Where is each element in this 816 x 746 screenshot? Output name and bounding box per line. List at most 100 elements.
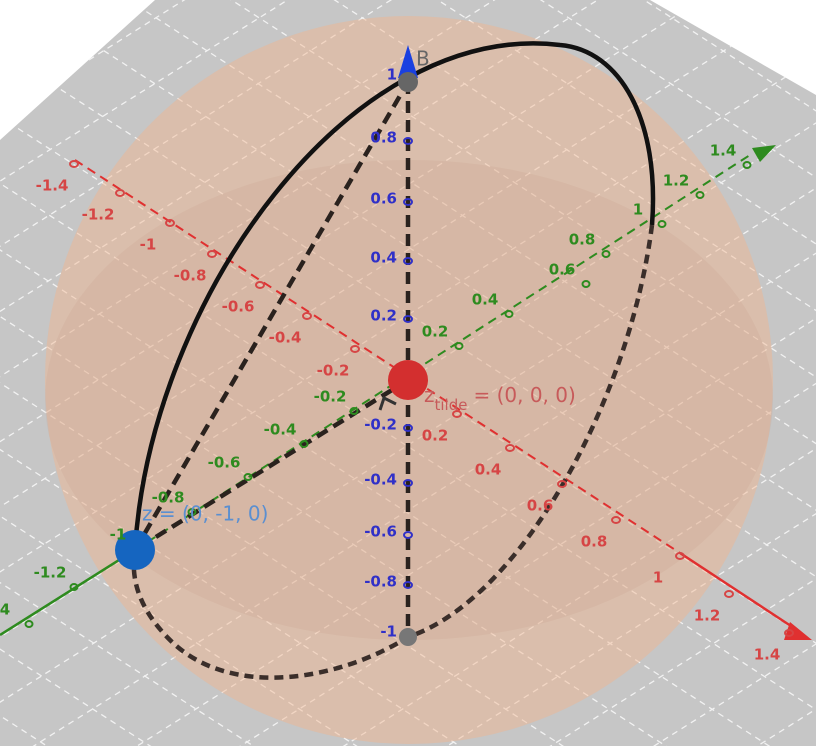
y-tick-label: -0.6	[208, 454, 241, 472]
segment-z-b	[133, 80, 410, 552]
x-tick-label: 0.4	[475, 461, 502, 479]
y-tick-label: 4	[0, 601, 10, 619]
sphere-lower-shade	[45, 160, 773, 640]
z-tick	[403, 257, 413, 265]
x-axis	[679, 551, 801, 634]
z-tick-label: 1	[387, 66, 397, 84]
x-tick-label: -1.2	[82, 206, 115, 224]
x-tick	[505, 444, 515, 452]
x-tick	[165, 219, 175, 227]
y-tick-label: -0.8	[152, 489, 185, 507]
y-tick-label: -1	[110, 526, 127, 544]
x-tick	[255, 281, 265, 289]
x-tick	[115, 189, 125, 197]
great-circle-front	[132, 41, 656, 551]
y-tick-label: 1.2	[663, 172, 690, 190]
z-tick-label: -0.6	[364, 523, 397, 541]
x-tick-label: -1.4	[36, 177, 69, 195]
y-tick	[454, 342, 464, 350]
point-south[interactable]	[399, 628, 417, 646]
axis-labels: -1.4 -1.2 -1 -0.8 -0.6 -0.4 -0.2 0.2 0.4 0.6 0.8 1 1…	[0, 66, 780, 664]
point-z[interactable]	[115, 530, 155, 570]
z-tick	[403, 531, 413, 539]
right-angle-mark	[378, 395, 397, 411]
y-tick	[187, 508, 197, 516]
x-tick-label: -0.8	[174, 267, 207, 285]
point-z-tilde-label: ztilde = (0, 0, 0)	[424, 383, 576, 414]
z-tick	[403, 137, 413, 145]
y-tick-label: 0.4	[472, 291, 499, 309]
z-arrow	[398, 45, 418, 78]
point-z-tilde[interactable]	[388, 360, 428, 400]
x-tick	[302, 312, 312, 320]
y-tick	[657, 220, 667, 228]
x-tick-label: 1	[653, 569, 663, 587]
z-tick	[403, 581, 413, 589]
x-tick	[207, 250, 217, 258]
x-tick	[724, 590, 734, 598]
x-tick-label: -0.6	[222, 298, 255, 316]
y-tick-label: 0.8	[569, 231, 596, 249]
great-circle-back	[131, 224, 655, 680]
x-tick	[675, 552, 685, 560]
x-tick	[611, 516, 621, 524]
x-tick-label: 0.6	[527, 497, 554, 515]
y-arrow	[752, 145, 776, 162]
z-tick-label: 0.8	[370, 129, 397, 147]
y-tick	[504, 310, 514, 318]
y-tick	[742, 161, 752, 169]
x-tick-label: -1	[140, 236, 157, 254]
y-tick-label: 1	[633, 201, 643, 219]
label-value: = (0, 0, 0)	[473, 383, 575, 407]
x-axis-hidden	[74, 159, 681, 554]
z-tick-label: 0.2	[370, 307, 397, 325]
z-tick	[403, 424, 413, 432]
x-tick	[350, 345, 360, 353]
y-tick	[349, 407, 359, 415]
x-tick	[69, 160, 79, 168]
point-z-label: z = (0, -1, 0)	[142, 502, 268, 526]
point-b-label: B	[416, 47, 430, 71]
x-tick	[784, 629, 794, 637]
z-tick-label: -0.4	[364, 471, 397, 489]
label-name: z	[424, 383, 435, 407]
x-tick-label: 1.4	[754, 646, 781, 664]
segment-origin-z	[133, 378, 410, 552]
x-tick	[452, 410, 462, 418]
axis-ticks	[24, 137, 794, 639]
x-tick	[557, 480, 567, 488]
z-tick-label: -0.8	[364, 573, 397, 591]
z-tick	[403, 315, 413, 323]
y-tick	[299, 440, 309, 448]
y-tick	[695, 191, 705, 199]
y-tick-label: -1.2	[34, 564, 67, 582]
y-tick-label: -0.4	[264, 421, 297, 439]
z-tick	[403, 198, 413, 206]
x-tick-label: 1.2	[694, 607, 721, 625]
z-tick	[403, 479, 413, 487]
x-tick-label: -0.4	[269, 329, 302, 347]
z-tick-label: 0.4	[370, 249, 397, 267]
x-tick-label: 0.8	[581, 533, 608, 551]
y-tick-label: -0.2	[314, 388, 347, 406]
y-tick	[243, 473, 253, 481]
z-tick-label: -0.2	[364, 416, 397, 434]
z-tick-label: 0.6	[370, 190, 397, 208]
y-tick-label: 0.6	[549, 261, 576, 279]
y-tick-label: 0.2	[422, 323, 449, 341]
point-b[interactable]	[398, 72, 418, 92]
